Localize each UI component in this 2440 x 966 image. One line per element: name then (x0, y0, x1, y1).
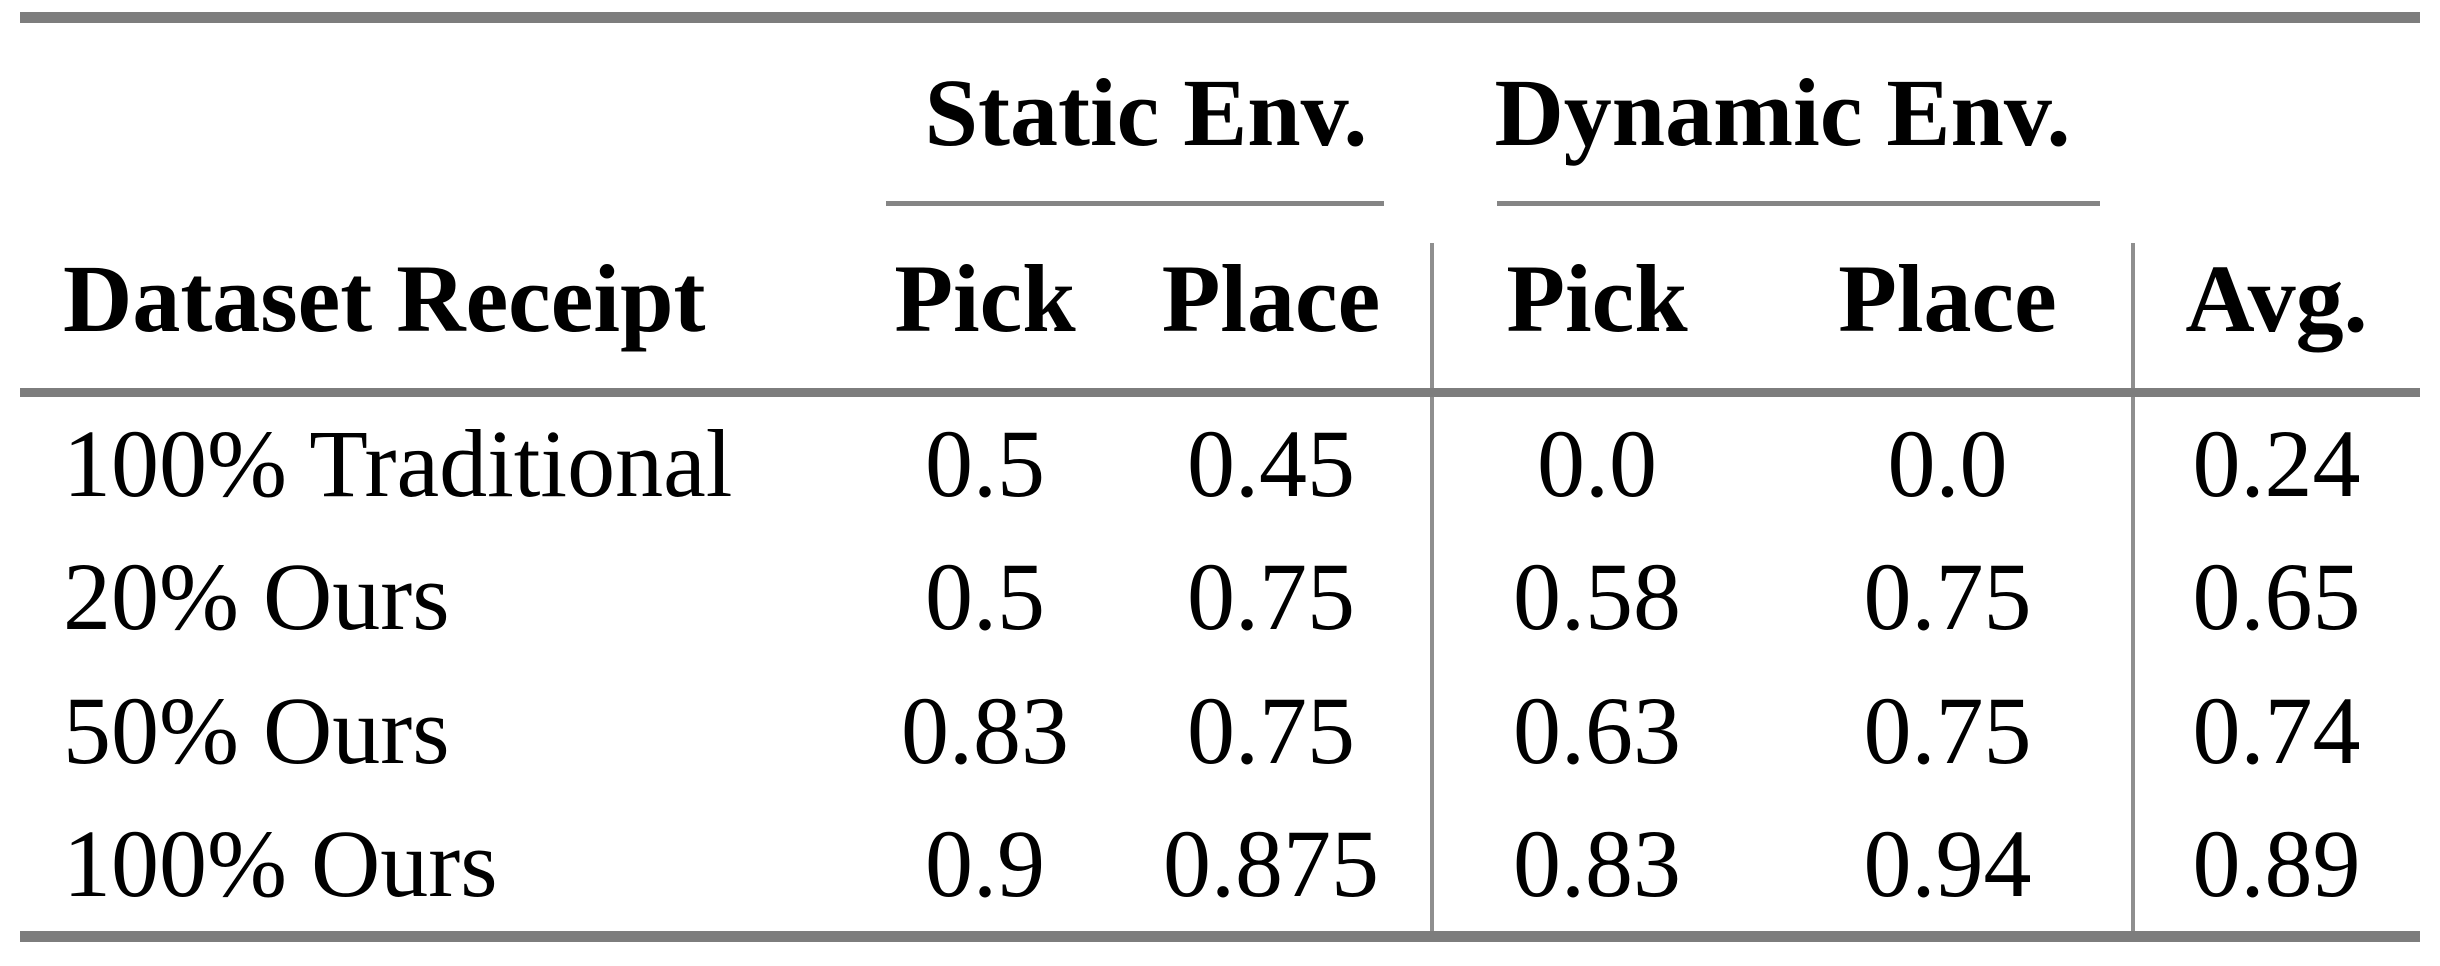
table-row: 20% Ours 0.5 0.75 0.58 0.75 0.65 (0, 530, 2440, 664)
table-row: 100% Ours 0.9 0.875 0.83 0.94 0.89 (0, 797, 2440, 930)
static-place-value: 0.45 (1187, 409, 1355, 517)
row-label: 50% Ours (63, 676, 450, 784)
static-dynamic-divider-body (1430, 397, 1434, 931)
row-label: 100% Ours (63, 809, 498, 917)
dynamic-pick-value: 0.63 (1513, 676, 1681, 784)
static-env-underline (886, 201, 1384, 206)
col-header-dynamic-pick: Pick (1506, 245, 1688, 352)
static-pick-value: 0.9 (925, 809, 1045, 917)
avg-value: 0.65 (2192, 543, 2361, 650)
dynamic-place-value: 0.0 (1887, 409, 2008, 517)
dynamic-env-group-header: Dynamic Env. (1494, 59, 2071, 166)
col-header-dataset-receipt: Dataset Receipt (63, 245, 706, 352)
table-header-rule (20, 388, 2420, 397)
dynamic-place-value: 0.75 (1863, 543, 2032, 650)
avg-value: 0.74 (2192, 676, 2361, 784)
column-header-row: Dataset Receipt Pick Place Pick Place Av… (0, 210, 2440, 388)
col-header-static-place: Place (1161, 245, 1381, 352)
static-place-value: 0.75 (1187, 676, 1355, 784)
avg-value: 0.24 (2192, 409, 2361, 517)
table-top-rule (20, 12, 2420, 23)
dynamic-avg-divider-body (2131, 397, 2135, 931)
dynamic-pick-value: 0.58 (1513, 543, 1681, 650)
col-header-avg: Avg. (2185, 245, 2368, 352)
static-place-value: 0.75 (1187, 543, 1355, 650)
group-header-row: Static Env. Dynamic Env. (0, 23, 2440, 203)
dynamic-place-value: 0.94 (1863, 809, 2032, 917)
static-pick-value: 0.5 (925, 543, 1045, 650)
avg-value: 0.89 (2192, 809, 2361, 917)
table-bottom-rule (20, 931, 2420, 942)
dynamic-pick-value: 0.83 (1513, 809, 1681, 917)
dynamic-pick-value: 0.0 (1537, 409, 1657, 517)
static-dynamic-divider-header (1430, 243, 1434, 388)
dynamic-place-value: 0.75 (1863, 676, 2032, 784)
table-row: 100% Traditional 0.5 0.45 0.0 0.0 0.24 (0, 397, 2440, 530)
row-label: 100% Traditional (63, 409, 733, 517)
static-env-group-header: Static Env. (924, 59, 1368, 166)
table-row: 50% Ours 0.83 0.75 0.63 0.75 0.74 (0, 664, 2440, 797)
col-header-dynamic-place: Place (1838, 245, 2057, 352)
static-pick-value: 0.83 (901, 676, 1069, 784)
dynamic-env-underline (1497, 201, 2100, 206)
row-label: 20% Ours (63, 543, 450, 650)
static-pick-value: 0.5 (925, 409, 1045, 517)
col-header-static-pick: Pick (894, 245, 1076, 352)
dynamic-avg-divider-header (2131, 243, 2135, 388)
static-place-value: 0.875 (1163, 809, 1379, 917)
